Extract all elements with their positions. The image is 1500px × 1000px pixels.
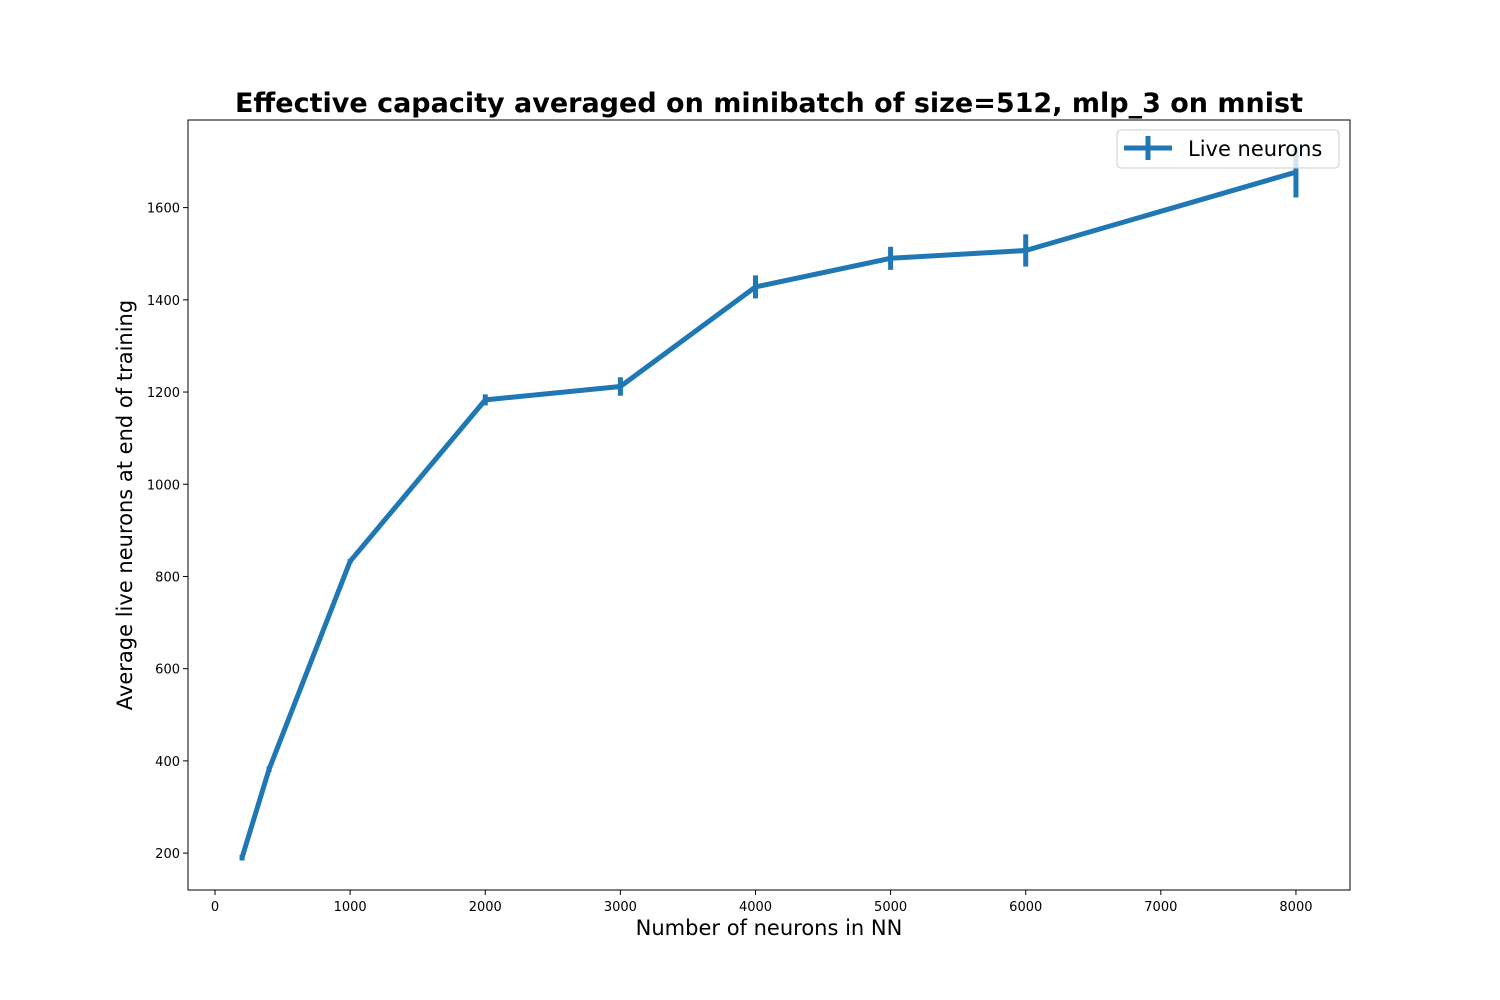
- y-axis-label: Average live neurons at end of training: [113, 300, 137, 710]
- y-tick-label: 1400: [147, 294, 180, 309]
- x-tick-label: 5000: [874, 900, 907, 915]
- plot-area: 0 1000 2000 3000 4000 5000 6000 7000 8000 200 400 6…: [147, 146, 1313, 915]
- x-tick-label: 7000: [1144, 900, 1177, 915]
- legend-box: [1116, 129, 1340, 169]
- x-tick-label: 8000: [1279, 900, 1312, 915]
- legend: Live neurons: [1116, 129, 1340, 169]
- y-tick-label: 600: [155, 663, 180, 678]
- y-tick-label: 800: [155, 570, 180, 585]
- y-tick-label: 200: [155, 847, 180, 862]
- x-tick-label: 3000: [604, 900, 637, 915]
- x-tick-label: 1000: [334, 900, 367, 915]
- y-tick-label: 1000: [147, 478, 180, 493]
- y-tick-label: 1600: [147, 202, 180, 217]
- y-tick-label: 400: [155, 755, 180, 770]
- y-tick-label: 1200: [147, 386, 180, 401]
- x-tick-label: 2000: [469, 900, 502, 915]
- legend-label: Live neurons: [1188, 137, 1322, 161]
- x-axis-label: Number of neurons in NN: [636, 916, 903, 940]
- x-tick-label: 6000: [1009, 900, 1042, 915]
- x-tick-label: 0: [211, 900, 219, 915]
- plot-frame: [187, 119, 1351, 891]
- chart-title: Effective capacity averaged on minibatch…: [235, 88, 1303, 119]
- x-tick-label: 4000: [739, 900, 772, 915]
